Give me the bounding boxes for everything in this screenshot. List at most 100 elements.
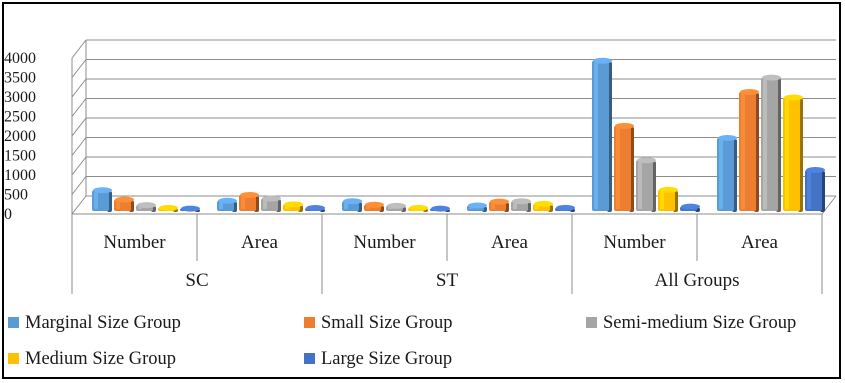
bar-top: [115, 196, 134, 203]
category-label-all-groups-area: Area: [741, 232, 778, 253]
bar-marginal-size-group-all-groups-number: [592, 57, 612, 212]
bar-marginal-size-group-sc-area: [217, 197, 237, 212]
bar-highlight: [594, 62, 598, 209]
category-label-sc-area: Area: [241, 232, 278, 253]
bar-highlight: [219, 202, 223, 209]
bar-top: [659, 186, 678, 193]
bar-marginal-size-group-all-groups-area: [717, 135, 737, 212]
bar-top: [556, 204, 575, 211]
bar-highlight: [807, 172, 811, 209]
bar-top: [615, 122, 634, 129]
gridline-side: [71, 176, 87, 195]
y-tick-label: 1000: [4, 167, 36, 184]
bar-highlight: [116, 201, 120, 209]
bar-top: [593, 57, 612, 64]
bar-top: [718, 135, 737, 142]
bar-semi-medium-size-group-all-groups-area: [761, 74, 781, 212]
legend-label: Semi-medium Size Group: [603, 313, 796, 333]
bar-highlight: [469, 207, 473, 209]
legend-swatch: [8, 317, 19, 328]
gridline-side: [71, 195, 87, 215]
bar-highlight: [513, 203, 517, 209]
legend-item-small-size-group: Small Size Group: [304, 313, 453, 333]
bar-highlight: [491, 203, 495, 209]
bar-top: [784, 94, 803, 101]
bar-top: [512, 198, 531, 205]
group-label-sc: SC: [185, 270, 208, 291]
category-label-all-groups-number: Number: [603, 232, 666, 253]
bar-top: [159, 204, 178, 211]
legend-item-large-size-group: Large Size Group: [304, 349, 452, 369]
bar-top: [343, 198, 362, 205]
bar-small-size-group-sc-number: [114, 196, 134, 212]
bar-large-size-group-sc-number: [180, 205, 200, 212]
legend-item-marginal-size-group: Marginal Size Group: [8, 313, 181, 333]
y-tick-label: 2000: [4, 128, 36, 145]
gridline-side: [71, 59, 87, 78]
legend-item-medium-size-group: Medium Size Group: [8, 349, 176, 369]
legend-swatch: [304, 317, 315, 328]
bar-semi-medium-size-group-st-area: [511, 198, 531, 212]
bar-medium-size-group-all-groups-area: [783, 94, 803, 212]
bar-top: [387, 202, 406, 209]
bar-highlight: [785, 99, 789, 209]
bar-highlight: [660, 191, 664, 209]
legend-label: Large Size Group: [321, 349, 452, 369]
bar-highlight: [616, 127, 620, 209]
bar-top: [468, 202, 487, 209]
y-tick-label: 500: [4, 187, 28, 204]
chart-frame: 0 500 1000 1500 2000 2500 3000 3500 4000 Number A…: [2, 2, 841, 379]
legend-swatch: [304, 353, 315, 364]
bar-large-size-group-st-number: [430, 205, 450, 212]
gridline-side: [71, 156, 87, 176]
bar-medium-size-group-st-number: [408, 205, 428, 212]
bar-semi-medium-size-group-all-groups-number: [636, 157, 656, 212]
bar-small-size-group-st-number: [364, 201, 384, 212]
bar-semi-medium-size-group-sc-number: [136, 202, 156, 212]
bar-small-size-group-st-area: [489, 198, 509, 212]
gridline-side: [71, 98, 87, 117]
bar-highlight: [719, 140, 723, 209]
bar-marginal-size-group-st-area: [467, 202, 487, 212]
bar-highlight: [638, 162, 642, 209]
bar-top: [431, 205, 450, 212]
bar-top: [218, 197, 237, 204]
bar-top: [137, 202, 156, 209]
bar-top: [365, 201, 384, 208]
bar-top: [740, 89, 759, 95]
bar-top: [306, 205, 325, 212]
bar-semi-medium-size-group-sc-area: [261, 195, 281, 212]
bar-highlight: [388, 207, 392, 209]
bar-small-size-group-all-groups-area: [739, 89, 759, 212]
group-label-all-groups: All Groups: [655, 270, 740, 291]
category-label-st-area: Area: [491, 232, 528, 253]
bar-top: [181, 205, 200, 212]
bar-top: [490, 198, 509, 205]
gridline-side: [71, 39, 87, 59]
bar-large-size-group-all-groups-number: [680, 203, 700, 212]
y-tick-label: 3500: [4, 70, 36, 87]
bar-top: [93, 187, 112, 194]
bar-top: [637, 157, 656, 164]
bar-small-size-group-all-groups-number: [614, 122, 634, 212]
bar-top: [409, 205, 428, 212]
bar-top: [762, 74, 781, 81]
bar-medium-size-group-st-area: [533, 200, 553, 212]
y-tick-label: 0: [4, 206, 12, 223]
bar-top: [240, 191, 259, 198]
bar-highlight: [535, 205, 539, 209]
legend-swatch: [586, 317, 597, 328]
y-tick-label: 4000: [4, 50, 36, 67]
category-label-sc-number: Number: [103, 232, 166, 253]
bar-large-size-group-sc-area: [305, 205, 325, 212]
bar-medium-size-group-sc-area: [283, 201, 303, 212]
bar-highlight: [344, 203, 348, 209]
legend-item-semi-medium-size-group: Semi-medium Size Group: [586, 313, 796, 333]
legend-label: Marginal Size Group: [25, 313, 181, 333]
category-label-st-number: Number: [353, 232, 416, 253]
bar-highlight: [763, 79, 767, 209]
bar-semi-medium-size-group-st-number: [386, 202, 406, 212]
bar-top: [534, 200, 553, 207]
bar-top: [262, 195, 281, 202]
bar-highlight: [94, 192, 98, 209]
